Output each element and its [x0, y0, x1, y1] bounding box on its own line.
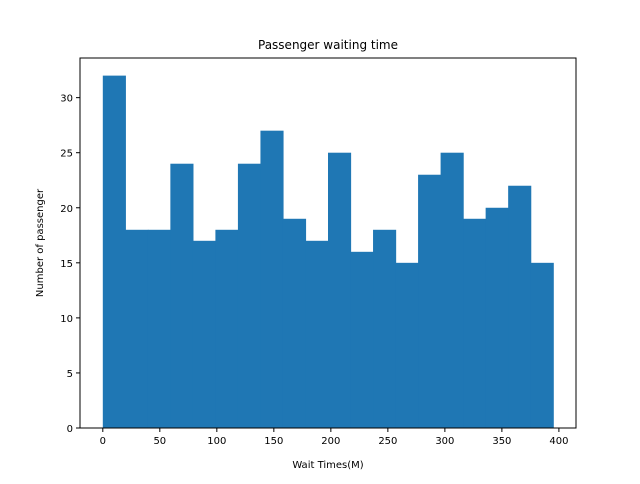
- histogram-bar: [282, 218, 307, 428]
- histogram-bar: [485, 207, 509, 428]
- bars-group: [102, 75, 554, 428]
- y-tick-label: 15: [60, 259, 73, 270]
- y-tick-label: 30: [60, 94, 73, 105]
- histogram-bar: [350, 251, 374, 428]
- histogram-bar: [260, 130, 284, 428]
- histogram-bar: [125, 229, 149, 428]
- y-tick-label: 5: [67, 369, 73, 380]
- x-tick-label: 100: [207, 436, 226, 447]
- histogram-bar: [328, 152, 352, 428]
- y-tick-label: 0: [67, 424, 73, 435]
- x-axis-label: Wait Times(M): [292, 460, 363, 471]
- x-tick-label: 200: [321, 436, 340, 447]
- y-tick-label: 20: [60, 204, 73, 215]
- histogram-bar: [237, 163, 262, 428]
- histogram-bar: [530, 262, 554, 428]
- axes-frame: [79, 57, 577, 429]
- x-axis: 0 50 100 150 200 250 300 350 400: [100, 428, 568, 447]
- histogram-bar: [440, 152, 464, 428]
- y-axis: 0 5 10 15 20 25 30: [60, 94, 80, 435]
- x-tick-label: 400: [549, 436, 568, 447]
- chart-title: Passenger waiting time: [258, 38, 398, 52]
- y-tick-label: 25: [60, 149, 73, 160]
- histogram-bar: [147, 229, 171, 428]
- x-tick-label: 150: [264, 436, 283, 447]
- histogram-bar: [215, 229, 239, 428]
- y-tick-label: 10: [60, 314, 73, 325]
- histogram-bar: [102, 75, 126, 428]
- x-tick-label: 300: [435, 436, 454, 447]
- histogram-bar: [192, 240, 217, 428]
- histogram-bar: [305, 240, 329, 428]
- histogram-bar: [170, 163, 194, 428]
- x-tick-label: 50: [153, 436, 166, 447]
- x-tick-label: 250: [378, 436, 397, 447]
- histogram-bar: [373, 229, 397, 428]
- histogram-bar: [508, 185, 532, 428]
- x-tick-label: 350: [492, 436, 511, 447]
- histogram-bar: [395, 262, 419, 428]
- histogram-bar: [463, 218, 487, 428]
- histogram-bar: [418, 174, 442, 428]
- x-tick-label: 0: [100, 436, 106, 447]
- y-axis-label: Number of passenger: [35, 188, 46, 297]
